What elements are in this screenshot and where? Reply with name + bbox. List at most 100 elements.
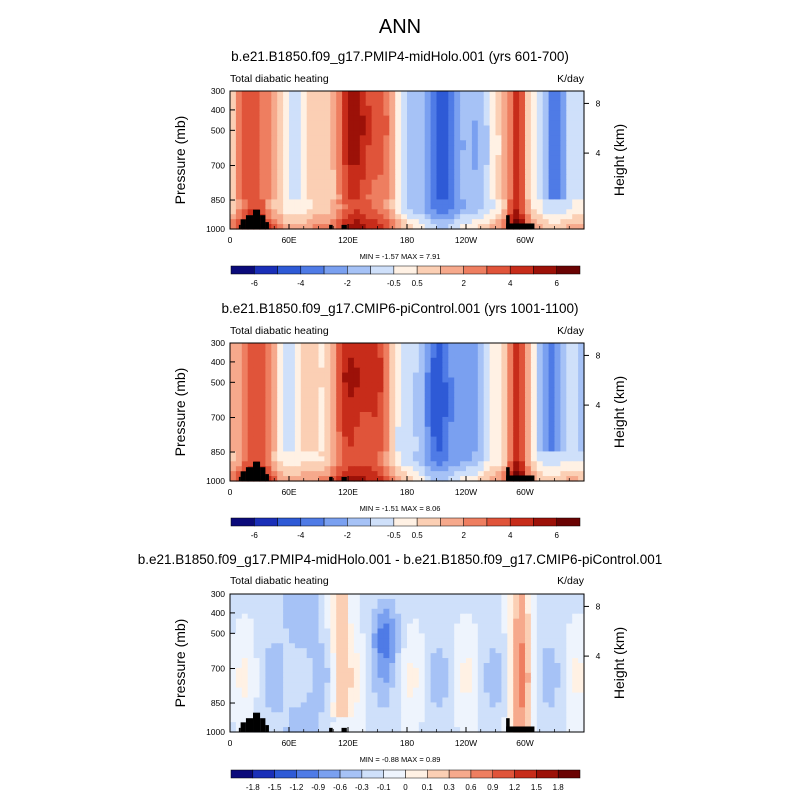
heatmap-cell [395,160,402,166]
heatmap-cell [235,169,243,176]
heatmap-cell [312,189,320,196]
heatmap-cell [359,362,367,369]
heatmap-cell [525,402,532,408]
heatmap-cell [471,100,479,107]
heatmap-cell [395,618,402,625]
heatmap-cell [548,412,556,418]
heatmap-cell [501,164,508,171]
heatmap-cell [312,461,320,467]
heatmap-cell [407,633,414,639]
heatmap-cell [489,416,497,423]
heatmap-cell [300,421,308,428]
heatmap-cell [489,476,497,482]
heatmap-cell [277,387,284,393]
heatmap-cell [306,461,314,467]
heatmap-cell [418,362,426,369]
heatmap-cell [460,613,467,620]
heatmap-cell [294,697,302,704]
heatmap-cell [377,367,384,374]
heatmap-cell [318,91,325,97]
heatmap-cell [519,421,526,428]
heatmap-cell [277,594,284,600]
heatmap-cell [235,145,243,151]
heatmap-cell [460,357,467,364]
heatmap-cell [289,352,296,359]
heatmap-cell [454,446,461,453]
heatmap-cell [318,377,325,384]
heatmap-cell [247,397,255,403]
heatmap-cell [247,638,255,644]
heatmap-cell [418,471,426,477]
heatmap-cell [336,476,343,482]
heatmap-cell [259,431,266,438]
heatmap-cell [300,613,308,620]
heatmap-cell [466,416,473,423]
heatmap-cell [324,125,331,132]
heatmap-cell [412,224,420,230]
heatmap-cell [241,633,249,639]
heatmap-cell [407,140,414,146]
heatmap-cell [495,431,502,438]
heatmap-cell [572,160,579,166]
heatmap-cell [230,209,237,215]
heatmap-cell [430,663,438,669]
heatmap-cell [560,160,567,166]
heatmap-cell [513,638,520,644]
heatmap-cell [477,372,485,379]
heatmap-cell [530,174,538,181]
heatmap-cell [418,421,426,428]
heatmap-cell [271,461,278,467]
heatmap-cell [230,110,237,117]
heatmap-cell [312,451,320,457]
heatmap-cell [554,343,561,349]
heatmap-cell [477,613,485,620]
heatmap-cell [507,100,514,107]
heatmap-cell [483,416,491,423]
x-tick-label: 180 [400,487,414,497]
heatmap-cell [377,476,384,482]
heatmap-cell [530,120,538,127]
heatmap-cell [283,100,290,107]
heatmap-cell [353,456,361,462]
heatmap-cell [247,160,255,166]
heatmap-cell [572,194,579,201]
heatmap-cell [401,372,408,379]
heatmap-cell [336,194,343,201]
heatmap-cell [442,603,449,610]
heatmap-cell [424,667,432,674]
heatmap-cell [336,456,343,462]
heatmap-cell [389,150,396,156]
heatmap-cell [300,377,308,384]
heatmap-cell [578,421,585,428]
heatmap-cell [418,91,426,97]
heatmap-cell [548,224,556,230]
heatmap-cell [277,416,284,423]
heatmap-cell [542,426,550,433]
heatmap-cell [489,692,497,699]
heatmap-cell [235,377,243,384]
heatmap-cell [365,426,373,433]
heatmap-cell [265,421,272,428]
heatmap-cell [566,140,573,146]
heatmap-cell [383,466,390,472]
heatmap-cell [253,367,261,374]
heatmap-cell [230,663,237,669]
heatmap-cell [442,623,449,630]
heatmap-cell [507,204,514,210]
heatmap-cell [412,397,420,403]
heatmap-cell [530,416,538,423]
heatmap-cell [294,110,302,117]
heatmap-cell [554,120,561,127]
heatmap-cell [542,164,550,171]
heatmap-cell [300,618,308,625]
heatmap-cell [436,426,443,433]
heatmap-cell [300,343,308,349]
heatmap-cell [359,397,367,403]
heatmap-cell [283,120,290,127]
heatmap-cell [560,347,567,354]
heatmap-cell [578,402,585,408]
heatmap-cell [560,115,567,122]
heatmap-cell [306,633,314,639]
heatmap-cell [395,623,402,630]
heatmap-cell [442,160,449,166]
